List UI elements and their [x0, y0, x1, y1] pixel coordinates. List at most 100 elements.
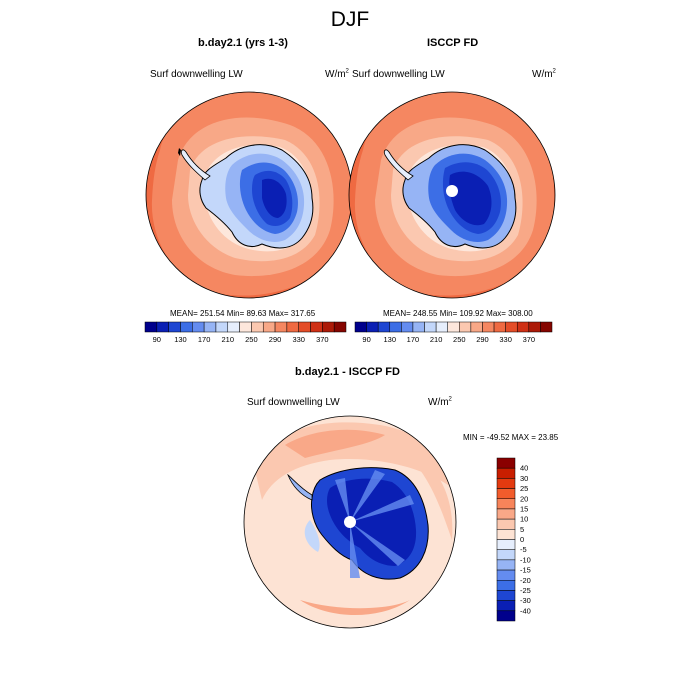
colorbar-box	[377, 321, 391, 333]
panel-2-units: W/m2	[532, 68, 556, 80]
panel-2-map	[349, 92, 555, 298]
colorbar-tick-label: -15	[520, 566, 531, 575]
colorbar-tick-label: 210	[430, 335, 443, 344]
colorbar-box	[322, 321, 335, 333]
diff-panel-left-label: Surf downwelling LW	[247, 397, 340, 408]
colorbar-box	[274, 321, 288, 333]
colorbar-tick-label: 370	[523, 335, 536, 344]
colorbar-box	[168, 321, 181, 333]
colorbar-tick-label: 170	[198, 335, 211, 344]
colorbar-tick-label: 370	[316, 335, 329, 344]
colorbar-box	[496, 580, 516, 591]
panel-2-left-label: Surf downwelling LW	[352, 69, 445, 80]
colorbar-tick-label: -10	[520, 555, 531, 564]
colorbar-box	[496, 590, 516, 601]
colorbar-tick-label: 130	[384, 335, 397, 344]
colorbar-box	[470, 321, 483, 333]
colorbar-box	[354, 321, 367, 333]
colorbar-tick-label: 290	[269, 335, 282, 344]
panel-2-polar-hole	[446, 185, 458, 197]
colorbar-tick-label: -40	[520, 606, 531, 615]
colorbar-box	[528, 321, 541, 333]
figure-title: DJF	[330, 8, 370, 31]
colorbar-tick-label: 290	[476, 335, 489, 344]
panel-1-map	[146, 92, 352, 298]
colorbar-box	[505, 321, 518, 333]
colorbar-box	[156, 321, 169, 333]
colorbar-tick-label: 30	[520, 474, 528, 483]
diff-panel-map	[244, 416, 456, 628]
colorbar-tick-label: 90	[362, 335, 370, 344]
colorbar-box	[239, 321, 252, 333]
colorbar-box	[227, 321, 240, 333]
colorbar-box	[496, 508, 516, 520]
colorbar-tick-label: 25	[520, 484, 528, 493]
colorbar-box	[180, 321, 193, 333]
colorbar-tick-label: 210	[222, 335, 235, 344]
colorbar-tick-label: 330	[292, 335, 305, 344]
colorbar-tick-label: -25	[520, 586, 531, 595]
colorbar-tick-label: -30	[520, 596, 531, 605]
colorbar-box	[496, 457, 516, 469]
colorbar-panel-1: 90 130 170 210 250 290 330 370	[144, 321, 347, 344]
colorbar-tick-label: 250	[453, 335, 466, 344]
panel-2-stats: MEAN= 248.55 Min= 109.92 Max= 308.00	[383, 309, 533, 318]
panel-1-stats: MEAN= 251.54 Min= 89.63 Max= 317.65	[170, 309, 316, 318]
colorbar-box	[496, 600, 516, 612]
panel-1-left-label: Surf downwelling LW	[150, 69, 243, 80]
colorbar-tick-label: 15	[520, 504, 528, 513]
colorbar-box	[424, 321, 437, 333]
colorbar-tick-label: 0	[520, 535, 524, 544]
colorbar-box	[496, 488, 516, 499]
colorbar-tick-label: 250	[245, 335, 258, 344]
colorbar-box	[496, 610, 516, 622]
colorbar-box	[366, 321, 379, 333]
colorbar-box	[516, 321, 530, 333]
colorbar-tick-label: 40	[520, 464, 528, 473]
colorbar-box	[412, 321, 425, 333]
colorbar-box	[540, 321, 553, 333]
panel-1-units: W/m2	[325, 68, 349, 80]
colorbar-box	[251, 321, 264, 333]
colorbar-box	[496, 569, 516, 581]
colorbar-box	[333, 321, 347, 333]
colorbar-tick-label: -20	[520, 576, 531, 585]
colorbar-box	[496, 518, 516, 530]
colorbar-box	[496, 549, 516, 561]
diff-panel-stats: MIN = -49.52 MAX = 23.85	[463, 433, 559, 442]
colorbar-box	[447, 321, 460, 333]
colorbar-tick-label: 20	[520, 494, 528, 503]
colorbar-tick-label: 330	[499, 335, 512, 344]
colorbar-box	[286, 321, 299, 333]
colorbar-box	[389, 321, 402, 333]
colorbar-box	[493, 321, 506, 333]
colorbar-box	[435, 321, 448, 333]
panel-1-title: b.day2.1 (yrs 1-3)	[198, 37, 288, 49]
colorbar-tick-label: 10	[520, 515, 528, 524]
colorbar-box	[496, 467, 516, 479]
diff-panel-units: W/m2	[428, 396, 452, 408]
colorbar-tick-label: 5	[520, 525, 524, 534]
panel-2-title: ISCCP FD	[427, 37, 479, 49]
colorbar-box	[459, 321, 472, 333]
colorbar-box	[144, 321, 158, 333]
colorbar-tick-label: 130	[174, 335, 187, 344]
colorbar-box	[401, 321, 414, 333]
colorbar-box	[192, 321, 205, 333]
colorbar-tick-label: -5	[520, 545, 527, 554]
colorbar-box	[215, 321, 229, 333]
diff-panel-title: b.day2.1 - ISCCP FD	[295, 366, 400, 378]
colorbar-box	[482, 321, 495, 333]
colorbar-box	[298, 321, 311, 333]
colorbar-box	[496, 559, 516, 571]
colorbar-tick-label: 90	[153, 335, 161, 344]
colorbar-box	[203, 321, 217, 333]
colorbar-box	[262, 321, 276, 333]
diff-panel-polar-hole	[344, 516, 356, 528]
colorbar-box	[496, 478, 516, 489]
colorbar-box	[496, 539, 516, 550]
colorbar-tick-label: 170	[407, 335, 420, 344]
colorbar-panel-2: 90 130 170 210 250 290 330 370	[354, 321, 553, 344]
